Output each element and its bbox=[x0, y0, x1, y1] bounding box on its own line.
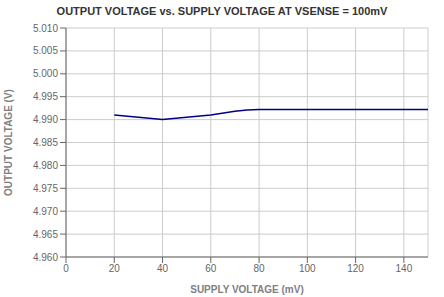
svg-text:4.975: 4.975 bbox=[33, 183, 58, 194]
html-text:OUTPUT VOLTAGE vs. SUPPLY VOLT: OUTPUT VOLTAGE vs. SUPPLY VOLTAGE AT VSE… bbox=[56, 5, 388, 17]
svg-text:20: 20 bbox=[109, 263, 121, 274]
svg-text:4.995: 4.995 bbox=[33, 91, 58, 102]
svg-text:100: 100 bbox=[299, 263, 316, 274]
svg-text:4.980: 4.980 bbox=[33, 160, 58, 171]
svg-text:4.990: 4.990 bbox=[33, 114, 58, 125]
svg-text:0: 0 bbox=[63, 263, 69, 274]
svg-text:5.005: 5.005 bbox=[33, 45, 58, 56]
svg-text:4.960: 4.960 bbox=[33, 252, 58, 263]
svg-text:120: 120 bbox=[347, 263, 364, 274]
svg-text:4.970: 4.970 bbox=[33, 206, 58, 217]
svg-text:5.010: 5.010 bbox=[33, 23, 58, 34]
svg-text:OUTPUT VOLTAGE (V): OUTPUT VOLTAGE (V) bbox=[8, 89, 14, 196]
svg-text:140: 140 bbox=[396, 263, 413, 274]
svg-text:80: 80 bbox=[254, 263, 266, 274]
svg-text:4.965: 4.965 bbox=[33, 229, 58, 240]
svg-text:40: 40 bbox=[157, 263, 169, 274]
svg-text:4.985: 4.985 bbox=[33, 137, 58, 148]
svg-text:60: 60 bbox=[205, 263, 217, 274]
svg-text:5.000: 5.000 bbox=[33, 68, 58, 79]
svg-text:SUPPLY VOLTAGE (mV): SUPPLY VOLTAGE (mV) bbox=[190, 284, 304, 295]
